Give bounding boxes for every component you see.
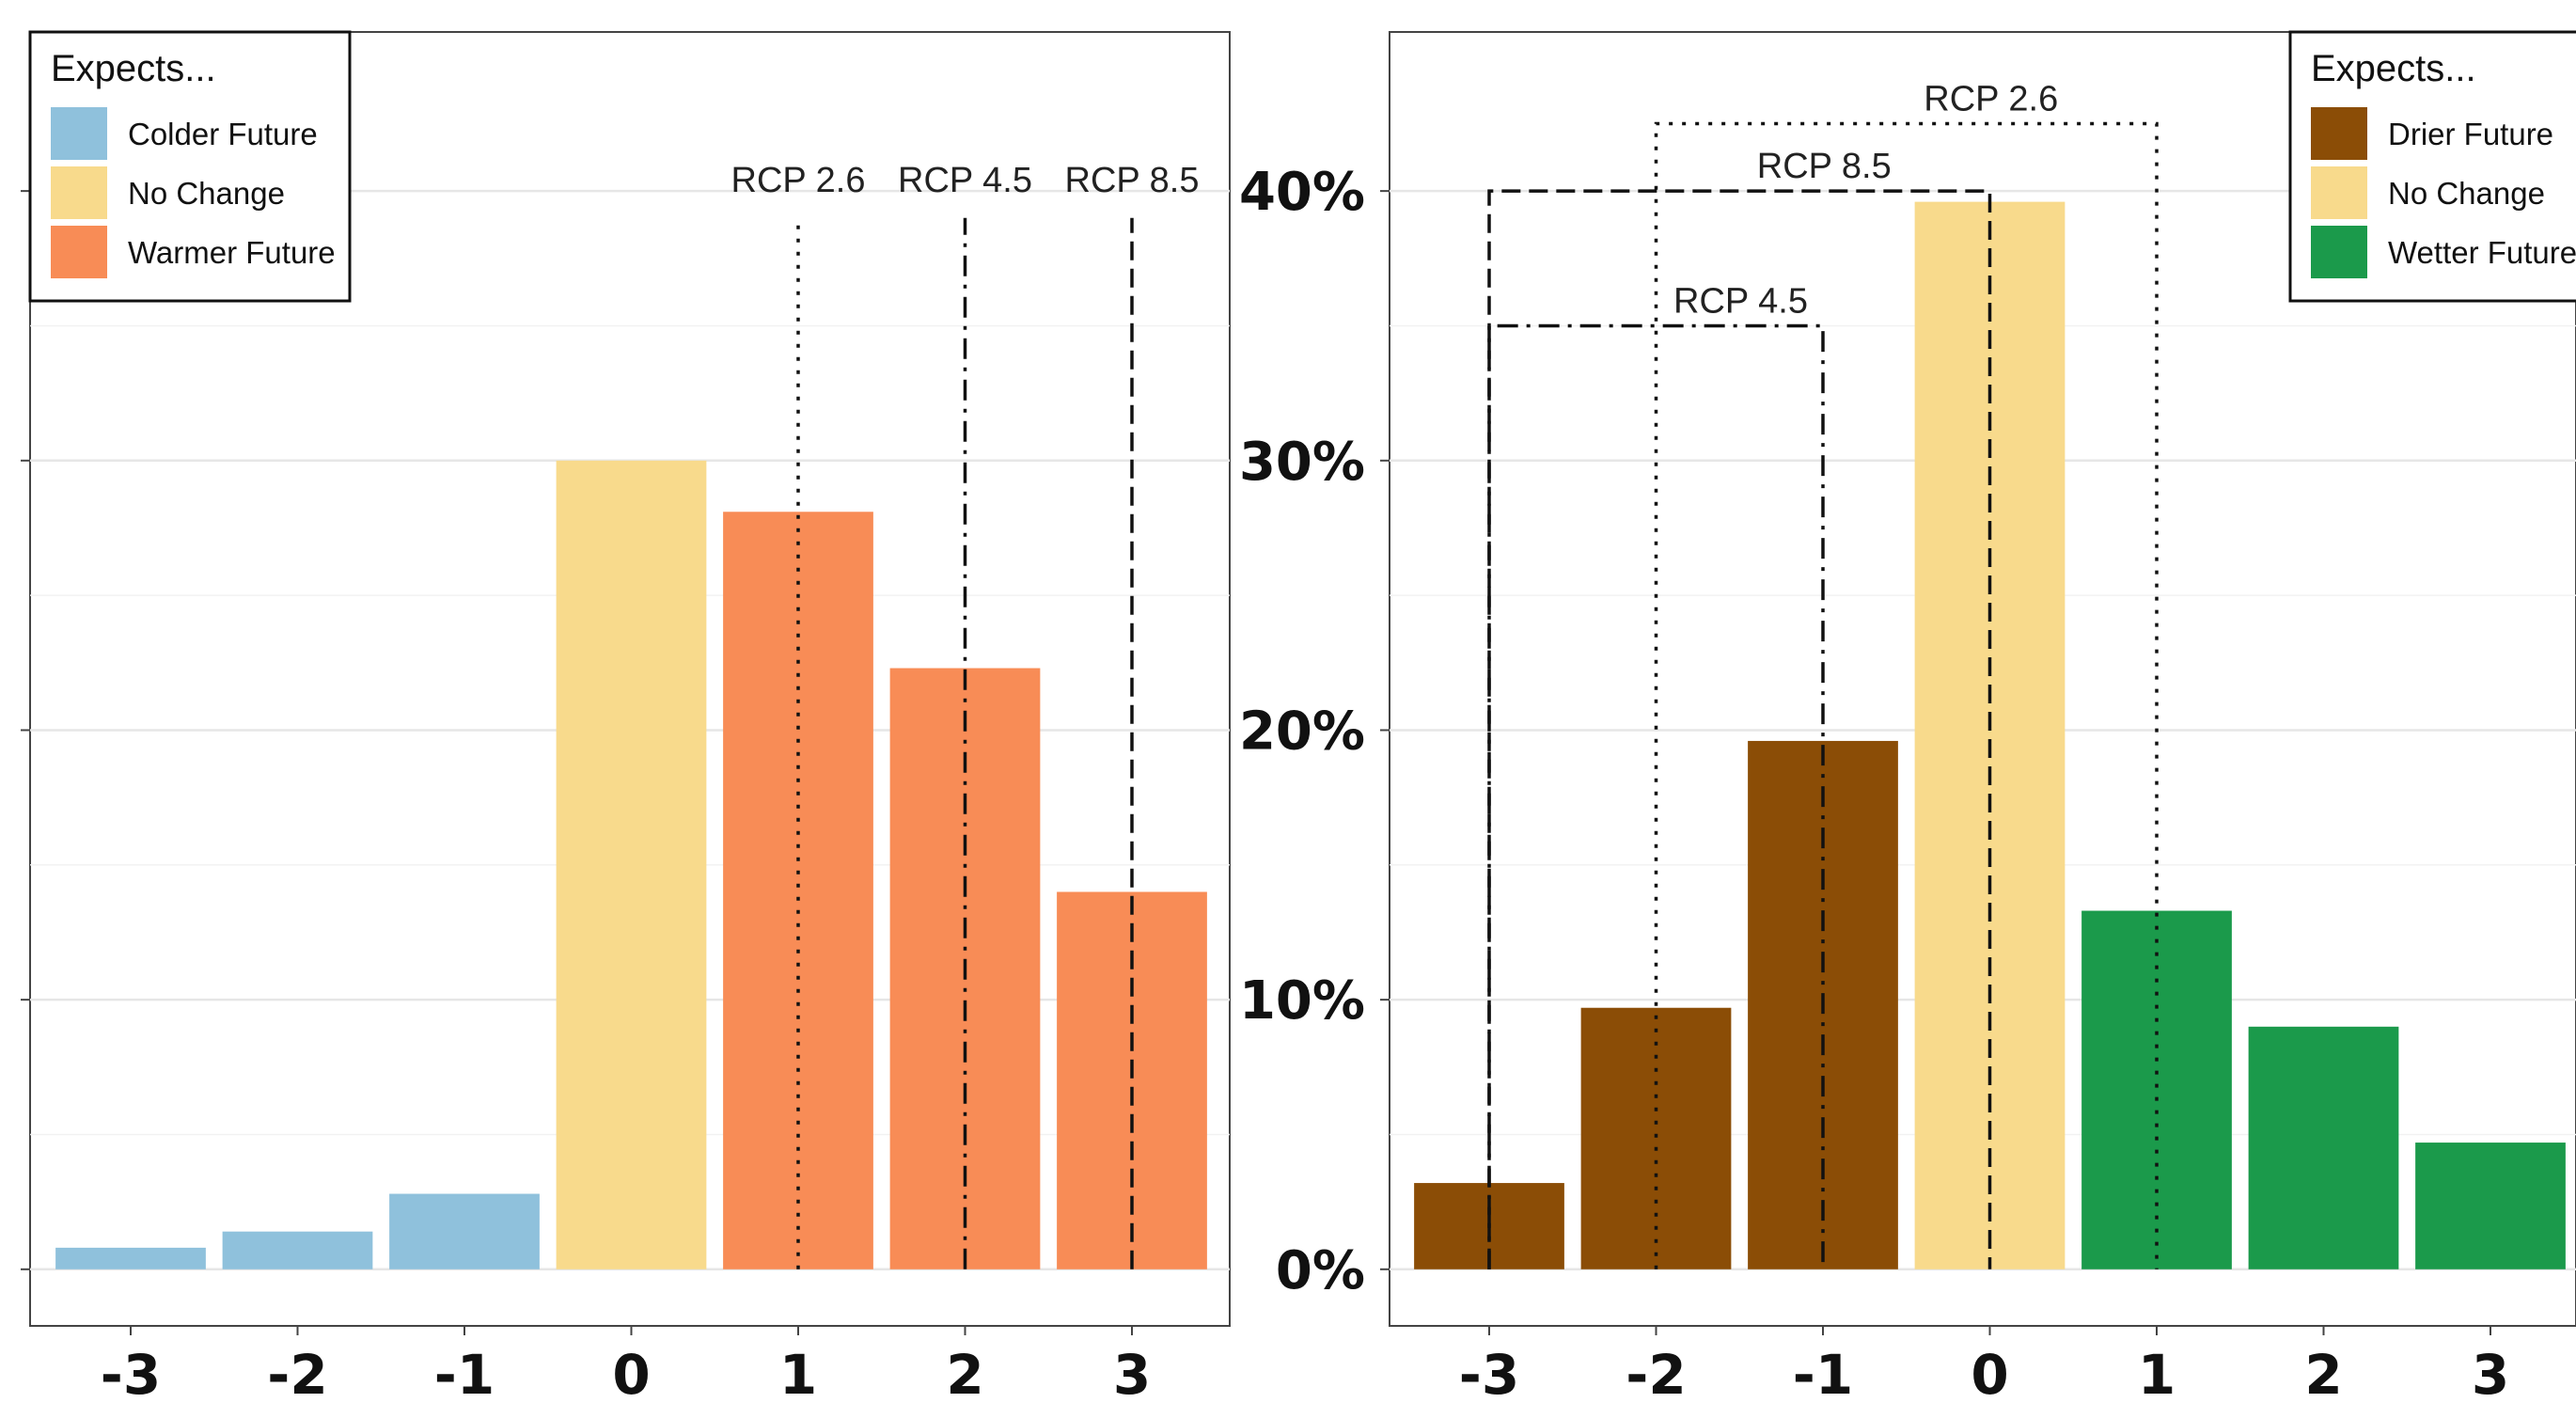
right-panel: 0% 10% 20% 30% 40% -3 -2 -1 0 1 2 3 RCP 2.6 RCP 8.5 RC… — [1239, 30, 2576, 1403]
bar — [556, 460, 707, 1269]
bar — [1580, 1007, 1732, 1269]
legend: Expects... Drier Future No Change Wetter Fu… — [2288, 30, 2576, 303]
legend-label: Drier Future — [2388, 117, 2553, 151]
legend-swatch — [51, 107, 107, 160]
bar — [389, 1193, 540, 1269]
reference-bracket-label: RCP 4.5 — [1673, 281, 1808, 321]
x-tick-label: -1 — [434, 1343, 495, 1403]
y-tick-label: 40% — [1239, 162, 1365, 223]
x-tick-label: 1 — [2138, 1343, 2175, 1403]
reference-bracket-label: RCP 8.5 — [1757, 147, 1892, 186]
legend-swatch — [51, 166, 107, 219]
bar — [2415, 1143, 2566, 1269]
x-tick-label: 0 — [612, 1343, 650, 1403]
x-tick-label: -3 — [101, 1343, 161, 1403]
x-tick-label: 2 — [2304, 1343, 2342, 1403]
legend-label: Warmer Future — [128, 235, 336, 270]
x-tick-label: 3 — [2472, 1343, 2509, 1403]
x-tick-label: 0 — [1971, 1343, 2008, 1403]
y-tick-label: 0% — [1276, 1240, 1365, 1301]
bar — [2248, 1026, 2399, 1269]
bar — [55, 1247, 206, 1269]
x-tick-label: -3 — [1459, 1343, 1519, 1403]
legend-swatch — [2311, 226, 2367, 278]
bar — [1914, 201, 2066, 1269]
x-tick-label: 2 — [946, 1343, 983, 1403]
bar — [222, 1231, 373, 1269]
legend-label: No Change — [2388, 176, 2545, 211]
legend-label: No Change — [128, 176, 285, 211]
y-tick-label: 30% — [1239, 432, 1365, 493]
reference-bracket — [1487, 189, 1992, 1269]
legend-title: Expects... — [2311, 48, 2476, 89]
y-tick-label: 20% — [1239, 701, 1365, 762]
reference-bracket — [1487, 323, 1825, 1269]
x-tick-label: 1 — [779, 1343, 817, 1403]
bar — [2081, 910, 2232, 1269]
x-tick-label: -2 — [1626, 1343, 1686, 1403]
legend-title: Expects... — [51, 48, 216, 89]
legend-label: Colder Future — [128, 117, 318, 151]
legend-swatch — [2311, 107, 2367, 160]
left-panel: -3 -2 -1 0 1 2 3 RCP 2.6 RCP 4.5 RCP 8.5 Expects..… — [21, 30, 1231, 1403]
legend-swatch — [2311, 166, 2367, 219]
reference-bracket — [1654, 121, 2159, 1269]
x-tick-label: 3 — [1113, 1343, 1151, 1403]
y-tick-label: 10% — [1239, 970, 1365, 1032]
reference-bracket-label: RCP 2.6 — [1924, 79, 2058, 118]
legend: Expects... Colder Future No Change Warmer F… — [28, 30, 352, 303]
x-tick-label: -1 — [1793, 1343, 1853, 1403]
x-tick-label: -2 — [267, 1343, 327, 1403]
legend-swatch — [51, 226, 107, 278]
legend-label: Wetter Future — [2388, 235, 2576, 270]
reference-line-label: RCP 2.6 — [731, 161, 866, 200]
reference-line-label: RCP 8.5 — [1065, 161, 1200, 200]
reference-line-label: RCP 4.5 — [898, 161, 1032, 200]
bar — [723, 512, 873, 1269]
